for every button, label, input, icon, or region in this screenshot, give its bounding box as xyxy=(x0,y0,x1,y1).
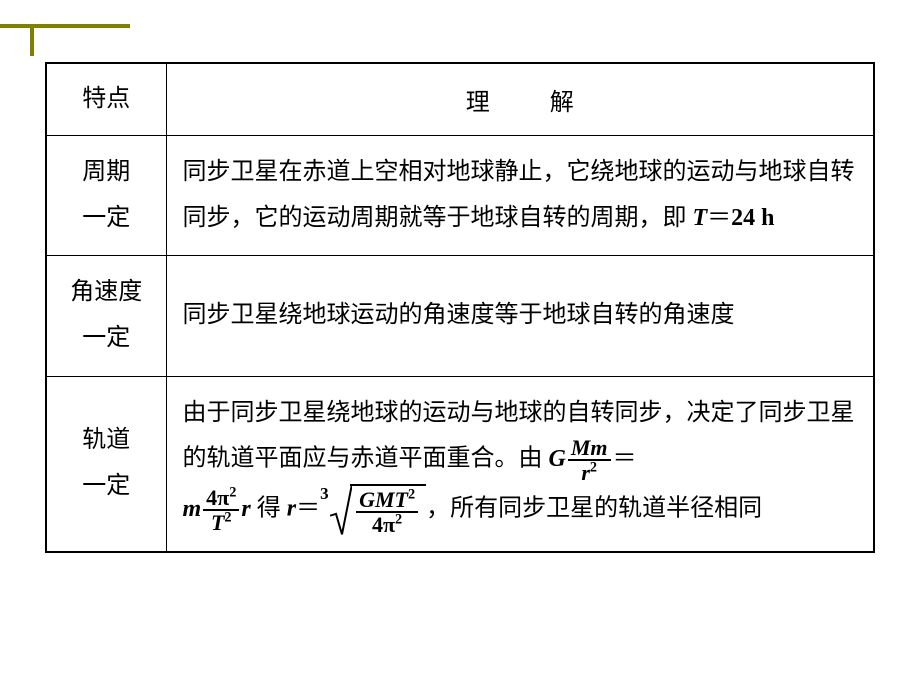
row2-content: 同步卫星绕地球运动的角速度等于地球自转的角速度 xyxy=(166,256,874,376)
table-row: 轨道 一定 由于同步卫星绕地球的运动与地球的自转同步，决定了同步卫星的轨道平面应… xyxy=(46,376,874,551)
row3-content: 由于同步卫星绕地球的运动与地球的自转同步，决定了同步卫星的轨道平面应与赤道平面重… xyxy=(166,376,874,551)
table-header-row: 特点 理 解 xyxy=(46,63,874,136)
header-col2: 理 解 xyxy=(166,63,874,136)
fraction-Mm-r2: Mmr2 xyxy=(568,436,611,484)
radical-icon xyxy=(330,484,352,536)
accent-line-horizontal xyxy=(0,24,130,28)
fraction-4pi2-T2: 4π2T2 xyxy=(203,486,239,534)
table-row: 周期 一定 同步卫星在赤道上空相对地球静止，它绕地球的运动与地球自转同步，它的运… xyxy=(46,136,874,256)
accent-line-vertical xyxy=(30,24,34,56)
table-row: 角速度 一定 同步卫星绕地球运动的角速度等于地球自转的角速度 xyxy=(46,256,874,376)
fraction-GMT2-4pi2: GMT2 4π2 xyxy=(356,488,418,536)
header-col1: 特点 xyxy=(46,63,166,136)
cube-root: 3 GMT2 4π2 xyxy=(332,484,426,536)
row1-content: 同步卫星在赤道上空相对地球静止，它绕地球的运动与地球自转同步，它的运动周期就等于… xyxy=(166,136,874,256)
row1-label: 周期 一定 xyxy=(46,136,166,256)
row2-label: 角速度 一定 xyxy=(46,256,166,376)
properties-table: 特点 理 解 周期 一定 同步卫星在赤道上空相对地球静止，它绕地球的运动与地球自… xyxy=(45,62,875,553)
row3-label: 轨道 一定 xyxy=(46,376,166,551)
formula-gravity: GMmr2＝ xyxy=(549,446,637,472)
formula-centripetal: m4π2T2r xyxy=(183,496,257,522)
